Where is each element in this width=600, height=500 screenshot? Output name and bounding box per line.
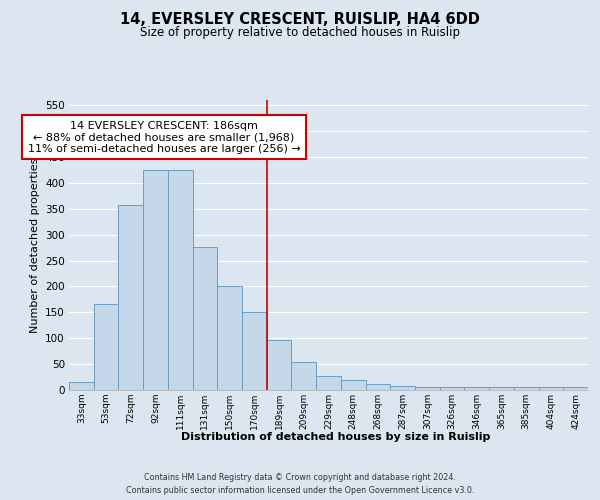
Bar (440, 388, 464, 390)
Text: 14 EVERSLEY CRESCENT: 186sqm
← 88% of detached houses are smaller (1,968)
11% of: 14 EVERSLEY CRESCENT: 186sqm ← 88% of de… (28, 120, 300, 154)
Y-axis label: Number of detached properties: Number of detached properties (29, 158, 40, 332)
Text: Contains public sector information licensed under the Open Government Licence v3: Contains public sector information licen… (126, 486, 474, 495)
Text: Distribution of detached houses by size in Ruislip: Distribution of detached houses by size … (181, 432, 491, 442)
Text: Contains HM Land Registry data © Crown copyright and database right 2024.: Contains HM Land Registry data © Crown c… (144, 472, 456, 482)
Bar (94, 304, 118, 390)
Bar (341, 380, 365, 390)
Text: Size of property relative to detached houses in Ruislip: Size of property relative to detached ho… (140, 26, 460, 39)
Bar (464, 388, 489, 390)
Bar (217, 286, 242, 390)
Bar (193, 247, 217, 390)
Bar (168, 170, 193, 390)
Bar (415, 388, 440, 390)
Bar (69, 382, 94, 390)
Bar (292, 362, 316, 390)
Bar (242, 312, 267, 390)
Bar (489, 388, 514, 390)
Bar (563, 388, 588, 390)
Bar (539, 388, 563, 390)
Bar (118, 205, 143, 390)
Bar (514, 388, 539, 390)
Bar (316, 376, 341, 390)
Bar (365, 384, 390, 390)
Text: 14, EVERSLEY CRESCENT, RUISLIP, HA4 6DD: 14, EVERSLEY CRESCENT, RUISLIP, HA4 6DD (120, 12, 480, 28)
Bar (267, 340, 292, 390)
Bar (390, 386, 415, 390)
Bar (143, 170, 168, 390)
